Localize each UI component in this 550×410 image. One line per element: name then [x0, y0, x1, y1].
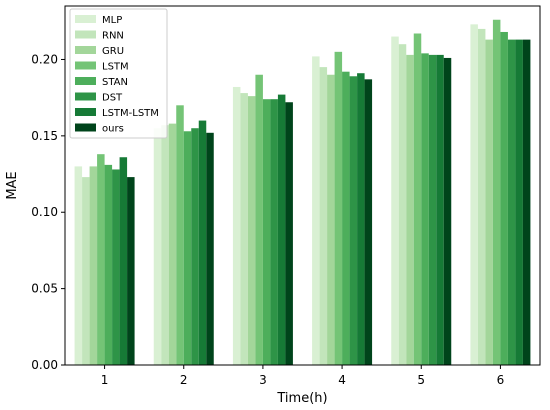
bar-lstm-t4 — [334, 51, 343, 366]
bar-gru-t6 — [485, 39, 493, 365]
bar-stan-t1 — [104, 164, 113, 365]
bar-dst-t4 — [349, 76, 358, 365]
legend-label-rnn: RNN — [102, 31, 124, 42]
y-tick-label: 0.15 — [31, 129, 58, 143]
ticks-group: 1 2 3 4 5 6 0.00 0.05 0.10 0.15 0.20 — [31, 52, 504, 387]
bar-stan-t6 — [500, 31, 508, 365]
legend-label-mlp: MLP — [102, 15, 122, 26]
bar-gru-t4 — [327, 74, 335, 365]
legend-swatch-ours — [75, 123, 96, 132]
bar-lstm-lstm-t5 — [436, 54, 444, 366]
bar-lstm-t6 — [492, 19, 501, 366]
bar-mlp-t1 — [74, 166, 83, 365]
legend-label-gru: GRU — [102, 46, 124, 57]
bar-dst-t5 — [428, 54, 437, 366]
bar-rnn-t6 — [477, 28, 486, 366]
legend-swatch-dst — [75, 92, 96, 101]
x-tick-label: 5 — [417, 373, 425, 387]
plot-frame — [64, 5, 541, 366]
legend-swatch-rnn — [75, 30, 96, 39]
bar-ours-t1 — [127, 177, 135, 365]
bar-lstm-lstm-t6 — [515, 39, 523, 365]
legend-label-stan: STAN — [102, 77, 128, 88]
bar-lstm-t3 — [255, 74, 263, 365]
legend-swatch-stan — [75, 77, 96, 85]
bar-stan-t3 — [262, 99, 271, 366]
bar-dst-t1 — [112, 169, 120, 365]
bar-gru-t3 — [247, 96, 256, 366]
bar-rnn-t1 — [82, 177, 90, 365]
bar-lstm-t1 — [97, 154, 105, 365]
bar-rnn-t3 — [240, 93, 248, 365]
legend-swatch-gru — [75, 46, 96, 54]
bar-gru-t1 — [89, 166, 98, 365]
legend-label-dst: DST — [102, 93, 123, 104]
bars-group — [74, 19, 531, 366]
bar-lstm-lstm-t1 — [119, 157, 128, 365]
bar-mlp-t4 — [312, 56, 320, 365]
bar-ours-t3 — [285, 102, 293, 365]
bar-stan-t5 — [421, 53, 429, 365]
y-tick-label: 0.05 — [31, 282, 58, 296]
bar-dst-t6 — [507, 39, 516, 365]
bar-rnn-t4 — [319, 67, 328, 365]
x-tick-label: 2 — [180, 373, 188, 387]
bar-mlp-t2 — [153, 128, 162, 365]
bar-lstm-lstm-t4 — [357, 73, 365, 366]
legend-label-lstm-lstm: LSTM-LSTM — [102, 108, 159, 119]
bar-stan-t4 — [342, 71, 350, 365]
bar-gru-t2 — [168, 123, 177, 365]
bar-ours-t2 — [206, 132, 214, 365]
bar-ours-t5 — [443, 57, 452, 365]
bar-ours-t6 — [522, 39, 531, 365]
legend: MLP RNN GRU LSTM STAN DST LSTM-LSTM ours — [69, 8, 168, 139]
y-tick-label: 0.10 — [31, 205, 58, 219]
bar-lstm-lstm-t3 — [277, 94, 286, 366]
legend-swatch-mlp — [75, 15, 96, 23]
y-axis-label: MAE — [5, 171, 20, 199]
y-tick-label: 0.20 — [31, 52, 58, 66]
legend-swatch-lstm-lstm — [75, 108, 96, 116]
y-tick-label: 0.00 — [31, 358, 58, 372]
bar-ours-t4 — [364, 79, 373, 365]
bar-dst-t2 — [191, 128, 199, 365]
x-axis-label: Time(h) — [276, 391, 327, 406]
bar-lstm-t2 — [176, 105, 184, 365]
bar-mlp-t5 — [391, 36, 399, 365]
legend-label-ours: ours — [102, 124, 124, 135]
x-tick-label: 6 — [497, 373, 505, 387]
legend-swatch-lstm — [75, 61, 96, 70]
bar-gru-t5 — [406, 54, 414, 366]
bar-rnn-t2 — [161, 125, 169, 366]
bar-rnn-t5 — [398, 44, 407, 365]
bar-mlp-t6 — [470, 24, 478, 366]
bar-stan-t2 — [183, 131, 192, 365]
bar-lstm-t5 — [413, 33, 422, 366]
x-tick-label: 3 — [259, 373, 267, 387]
bar-dst-t3 — [270, 99, 278, 366]
x-tick-label: 4 — [338, 373, 346, 387]
legend-label-lstm: LSTM — [102, 62, 129, 73]
legend-box — [69, 8, 168, 139]
bar-mlp-t3 — [232, 86, 241, 366]
bar-lstm-lstm-t2 — [198, 120, 207, 366]
x-tick-label: 1 — [101, 373, 109, 387]
